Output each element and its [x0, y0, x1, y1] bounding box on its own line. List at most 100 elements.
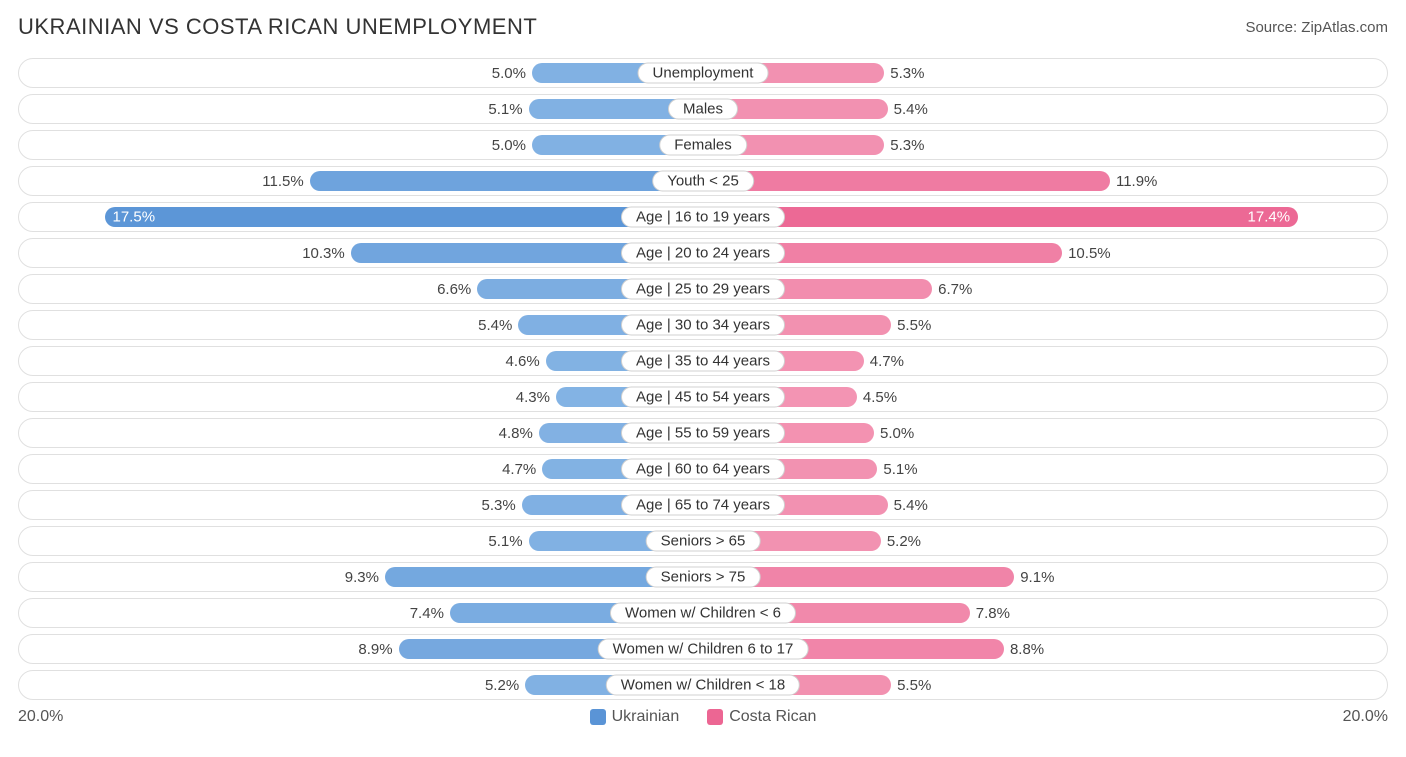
bar-side-left: 5.0%	[19, 59, 703, 87]
legend-label-left: Ukrainian	[612, 708, 680, 726]
category-label: Unemployment	[638, 63, 769, 84]
bar-left	[310, 171, 703, 191]
value-left: 4.3%	[516, 389, 550, 406]
bar-side-left: 5.0%	[19, 131, 703, 159]
value-right: 10.5%	[1068, 245, 1111, 262]
chart-row: 4.8%5.0%Age | 55 to 59 years	[18, 418, 1388, 448]
legend-swatch-right	[707, 709, 723, 725]
value-left: 5.4%	[478, 317, 512, 334]
legend-label-right: Costa Rican	[729, 708, 816, 726]
legend-item-right: Costa Rican	[707, 708, 816, 726]
bar-side-left: 17.5%	[19, 203, 703, 231]
bar-side-left: 5.1%	[19, 527, 703, 555]
value-right: 5.5%	[897, 317, 931, 334]
bar-side-right: 17.4%	[703, 203, 1387, 231]
category-label: Seniors > 65	[646, 531, 761, 552]
bar-side-left: 7.4%	[19, 599, 703, 627]
bar-side-right: 5.2%	[703, 527, 1387, 555]
value-right: 5.1%	[883, 461, 917, 478]
value-right: 5.4%	[894, 497, 928, 514]
value-right: 5.2%	[887, 533, 921, 550]
value-right: 7.8%	[976, 605, 1010, 622]
value-right: 5.4%	[894, 101, 928, 118]
bar-side-right: 10.5%	[703, 239, 1387, 267]
value-left: 10.3%	[302, 245, 345, 262]
chart-row: 5.1% 5.2% Seniors > 65	[18, 526, 1388, 556]
value-left: 6.6%	[437, 281, 471, 298]
axis-max-right: 20.0%	[1343, 708, 1388, 726]
bar-side-left: 9.3%	[19, 563, 703, 591]
bar-side-right: 4.7%	[703, 347, 1387, 375]
value-right: 8.8%	[1010, 641, 1044, 658]
chart-row: 4.3% 4.5% Age | 45 to 54 years	[18, 382, 1388, 412]
chart-row: 5.4% 5.5% Age | 30 to 34 years	[18, 310, 1388, 340]
value-right: 5.0%	[880, 425, 914, 442]
category-label: Age | 45 to 54 years	[621, 387, 785, 408]
value-left: 5.2%	[485, 677, 519, 694]
category-label: Females	[659, 135, 747, 156]
category-label: Age | 25 to 29 years	[621, 279, 785, 300]
value-right: 5.3%	[890, 137, 924, 154]
chart-row: 10.3% 10.5% Age | 20 to 24 years	[18, 238, 1388, 268]
category-label: Age | 20 to 24 years	[621, 243, 785, 264]
value-right: 5.5%	[897, 677, 931, 694]
value-left: 5.0%	[492, 137, 526, 154]
legend: Ukrainian Costa Rican	[63, 708, 1342, 726]
bar-side-right: 5.3%	[703, 131, 1387, 159]
bar-side-right: 5.4%	[703, 95, 1387, 123]
value-left: 7.4%	[410, 605, 444, 622]
chart-row: 5.1% 5.4% Males	[18, 94, 1388, 124]
category-label: Women w/ Children < 18	[606, 675, 800, 696]
value-left: 4.8%	[499, 425, 533, 442]
value-right: 4.5%	[863, 389, 897, 406]
legend-swatch-left	[590, 709, 606, 725]
category-label: Women w/ Children 6 to 17	[598, 639, 809, 660]
value-left: 8.9%	[358, 641, 392, 658]
chart-row: 5.0% 5.3% Unemployment	[18, 58, 1388, 88]
value-left: 17.5%	[113, 209, 156, 226]
value-left: 4.6%	[505, 353, 539, 370]
bar-side-left: 5.1%	[19, 95, 703, 123]
bar-side-left: 4.3%	[19, 383, 703, 411]
chart-row: 9.3% 9.1% Seniors > 75	[18, 562, 1388, 592]
category-label: Age | 60 to 64 years	[621, 459, 785, 480]
category-label: Seniors > 75	[646, 567, 761, 588]
chart-title: UKRAINIAN VS COSTA RICAN UNEMPLOYMENT	[18, 14, 537, 40]
value-left: 5.0%	[492, 65, 526, 82]
value-right: 6.7%	[938, 281, 972, 298]
chart-row: 5.2% 5.5% Women w/ Children < 18	[18, 670, 1388, 700]
value-left: 11.5%	[262, 173, 303, 190]
bar-side-right: 4.5%	[703, 383, 1387, 411]
bar-side-left: 5.4%	[19, 311, 703, 339]
bar-right	[703, 171, 1110, 191]
bar-side-left: 4.6%	[19, 347, 703, 375]
category-label: Age | 30 to 34 years	[621, 315, 785, 336]
legend-item-left: Ukrainian	[590, 708, 680, 726]
bar-side-left: 6.6%	[19, 275, 703, 303]
bar-left: 17.5%	[105, 207, 704, 227]
category-label: Males	[668, 99, 738, 120]
bar-side-left: 4.7%	[19, 455, 703, 483]
bar-side-left: 10.3%	[19, 239, 703, 267]
value-right: 5.3%	[890, 65, 924, 82]
value-right: 9.1%	[1020, 569, 1054, 586]
chart-row: 4.7% 5.1% Age | 60 to 64 years	[18, 454, 1388, 484]
bar-side-left: 11.5%	[19, 167, 703, 195]
chart-row: 5.3% 5.4% Age | 65 to 74 years	[18, 490, 1388, 520]
value-left: 5.3%	[482, 497, 516, 514]
value-right: 17.4%	[1248, 209, 1291, 226]
chart-footer: 20.0% Ukrainian Costa Rican 20.0%	[18, 708, 1388, 726]
bar-side-right: 7.8%	[703, 599, 1387, 627]
bar-side-right: 5.4%	[703, 491, 1387, 519]
bar-side-right: 11.9%	[703, 167, 1387, 195]
category-label: Age | 65 to 74 years	[621, 495, 785, 516]
category-label: Age | 16 to 19 years	[621, 207, 785, 228]
bar-right: 17.4%	[703, 207, 1298, 227]
bar-side-right: 5.0%	[703, 419, 1387, 447]
chart-row: 5.0% 5.3% Females	[18, 130, 1388, 160]
chart-row: 6.6% 6.7% Age | 25 to 29 years	[18, 274, 1388, 304]
bar-side-left: 4.8%	[19, 419, 703, 447]
chart-row: 11.5%11.9%Youth < 25	[18, 166, 1388, 196]
bar-side-right: 9.1%	[703, 563, 1387, 591]
chart-row: 4.6%4.7%Age | 35 to 44 years	[18, 346, 1388, 376]
